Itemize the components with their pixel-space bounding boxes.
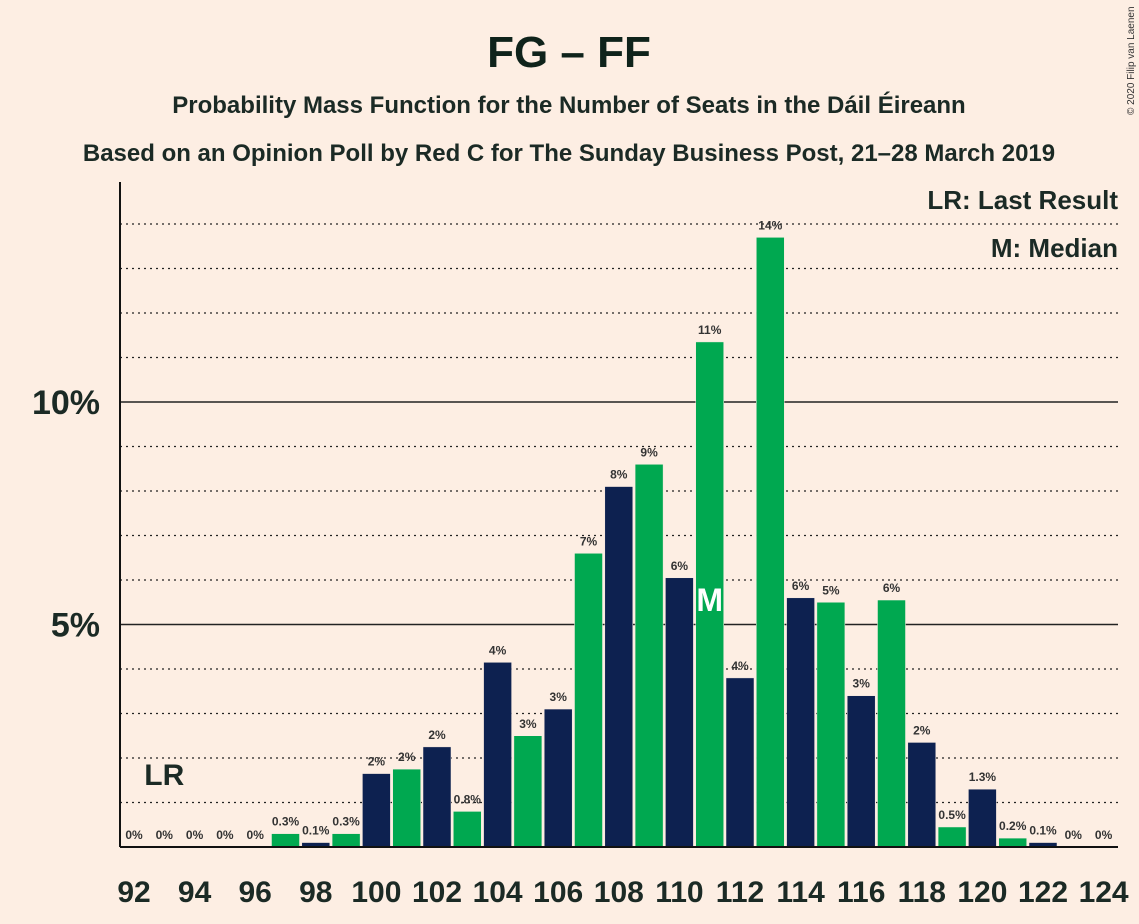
bar-label-seat-113: 14% (758, 218, 782, 232)
y-tick-label: 10% (32, 384, 100, 422)
bar-seat-118 (907, 742, 937, 848)
bar-label-seat-116: 3% (853, 677, 871, 691)
x-tick-label: 106 (533, 876, 583, 909)
bar-seat-115 (816, 602, 846, 848)
x-tick-label: 122 (1018, 876, 1068, 909)
chart-subtitle: Probability Mass Function for the Number… (172, 91, 965, 119)
bar-seat-116 (846, 695, 876, 848)
x-tick-label: 96 (239, 876, 272, 909)
bar-seat-97 (271, 833, 300, 848)
chart-title: FG – FF (487, 28, 651, 77)
x-tick-label: 116 (837, 876, 885, 909)
axes-group: 5% 10% 92 94 96 98 100 102 104 106 108 110 112 114 116… (32, 182, 1129, 909)
bar-label-seat-107: 7% (580, 534, 598, 548)
bar-seat-121 (998, 837, 1027, 848)
bar-label-seat-110: 6% (671, 559, 689, 573)
bar-label-seat-115: 5% (822, 583, 840, 597)
chart-subtitle-source: Based on an Opinion Poll by Red C for Th… (83, 140, 1055, 167)
x-tick-label: 102 (412, 876, 462, 909)
x-tick-label: 124 (1079, 876, 1129, 909)
bar-label-seat-94: 0% (186, 828, 204, 842)
bar-seat-102 (422, 746, 452, 848)
legend-last-result: LR: Last Result (927, 185, 1118, 215)
bar-label-seat-120: 1.3% (969, 770, 997, 784)
bar-seat-112 (725, 677, 755, 848)
bar-label-seat-96: 0% (247, 828, 265, 842)
legend-median: M: Median (991, 233, 1118, 263)
bar-label-seat-102: 2% (428, 728, 446, 742)
bar-seat-109 (634, 464, 664, 848)
bar-label-seat-103: 0.8% (454, 792, 482, 806)
bar-label-seat-123: 0% (1065, 828, 1083, 842)
bar-seat-119 (937, 826, 967, 848)
bar-label-seat-98: 0.1% (302, 824, 330, 838)
x-tick-label: 104 (473, 876, 523, 909)
x-tick-label: 92 (117, 876, 150, 909)
bar-label-seat-124: 0% (1095, 828, 1113, 842)
last-result-marker: LR (144, 759, 184, 792)
x-tick-label: 100 (351, 876, 401, 909)
x-tick-label: 108 (594, 876, 644, 909)
bar-seat-114 (786, 597, 815, 848)
bar-label-seat-93: 0% (156, 828, 174, 842)
bar-seat-113 (756, 237, 785, 848)
bar-label-seat-108: 8% (610, 468, 628, 482)
bar-seat-108 (604, 486, 634, 848)
bar-label-seat-109: 9% (640, 445, 658, 459)
bar-label-seat-101: 2% (398, 750, 416, 764)
bar-label-seat-114: 6% (792, 579, 810, 593)
bar-label-seat-92: 0% (125, 828, 143, 842)
bar-label-seat-121: 0.2% (999, 819, 1027, 833)
x-tick-label: 98 (299, 876, 332, 909)
x-tick-label: 114 (776, 876, 825, 909)
x-tick-label: 112 (716, 876, 764, 909)
bar-seat-100 (362, 773, 391, 848)
bar-label-seat-104: 4% (489, 643, 507, 657)
x-tick-label: 94 (178, 876, 212, 909)
bar-label-seat-95: 0% (216, 828, 234, 842)
bar-seat-106 (543, 708, 573, 848)
bar-seat-111 (695, 341, 724, 848)
bar-labels-group: 0% 0% 0% 0% 0%0.3%0.1%0.3%2% 2%2%0.8%4%3%3%7%… (125, 218, 1112, 842)
bar-label-seat-118: 2% (913, 723, 931, 737)
bar-label-seat-117: 6% (883, 581, 901, 595)
median-marker: M (696, 582, 723, 618)
bar-label-seat-119: 0.5% (938, 808, 966, 822)
bar-seat-105 (513, 735, 543, 848)
bar-seat-104 (483, 662, 512, 848)
bar-label-seat-122: 0.1% (1029, 824, 1057, 838)
bar-seat-110 (665, 577, 694, 848)
bar-label-seat-106: 3% (550, 690, 568, 704)
x-tick-label: 120 (957, 876, 1007, 909)
bar-seat-103 (453, 811, 482, 848)
copyright-notice: © 2020 Filip van Laenen (1126, 6, 1137, 115)
bar-seat-107 (574, 553, 603, 848)
bar-seat-99 (331, 833, 361, 848)
y-tick-label: 5% (51, 607, 100, 645)
bar-seat-120 (968, 788, 997, 848)
bar-seat-101 (392, 768, 421, 848)
bars-group (271, 237, 1058, 848)
x-tick-label: 110 (655, 876, 703, 909)
x-tick-label: 118 (898, 876, 946, 909)
bar-label-seat-97: 0.3% (272, 815, 300, 829)
bar-seat-117 (877, 599, 906, 848)
bar-label-seat-112: 4% (731, 659, 749, 673)
bar-label-seat-111: 11% (698, 323, 722, 337)
bar-label-seat-99: 0.3% (332, 815, 360, 829)
bar-label-seat-105: 3% (519, 717, 537, 731)
bar-label-seat-100: 2% (368, 755, 386, 769)
